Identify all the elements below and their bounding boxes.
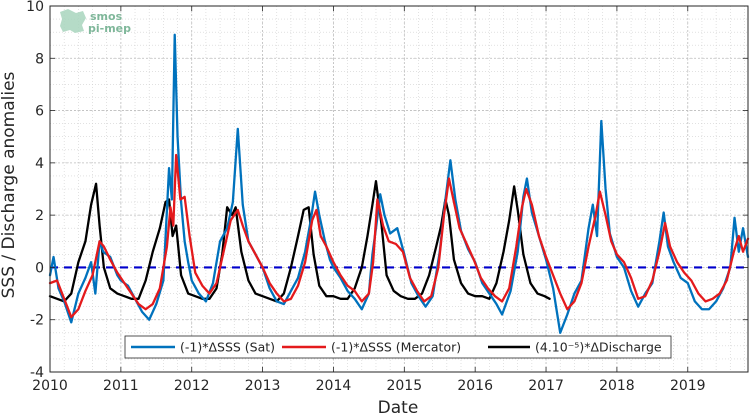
- x-tick-labels: 2010 2011 2012 2013 2014 2015 2016 2017 2018 2019: [32, 378, 705, 394]
- plot-area-frame: [49, 5, 749, 373]
- x-tick-label: 2015: [386, 378, 422, 394]
- legend-label-mercator: (-1)*ΔSSS (Mercator): [331, 340, 461, 355]
- x-axis-title: Date: [378, 398, 419, 415]
- logo-text-line2: pi-mep: [88, 22, 131, 35]
- x-tick-label: 2019: [670, 378, 706, 394]
- legend-box: [124, 335, 672, 359]
- y-tick-label: 10: [26, 0, 44, 15]
- y-tick-labels: -4 -2 0 2 4 6 8 10: [26, 0, 44, 381]
- x-tick-label: 2013: [245, 378, 281, 394]
- x-tick-label: 2016: [457, 378, 493, 394]
- legend-label-sat: (-1)*ΔSSS (Sat): [180, 340, 275, 355]
- axis-ticks: [49, 5, 748, 373]
- x-tick-label: 2011: [103, 378, 139, 394]
- logo-text-line1: smos: [90, 10, 123, 23]
- x-tick-label: 2017: [528, 378, 564, 394]
- y-tick-label: 6: [35, 104, 44, 120]
- x-tick-label: 2010: [32, 378, 68, 394]
- y-tick-label: -4: [30, 365, 44, 381]
- y-tick-label: 2: [35, 208, 44, 224]
- series-group: [48, 33, 750, 334]
- legend: (-1)*ΔSSS (Sat) (-1)*ΔSSS (Mercator) (4.…: [124, 335, 672, 359]
- logo-map-icon: [60, 9, 86, 33]
- legend-label-discharge: (4.10⁻⁵)*ΔDischarge: [535, 340, 662, 355]
- y-tick-label: 0: [35, 260, 44, 276]
- x-tick-label: 2018: [599, 378, 635, 394]
- y-tick-label: -2: [30, 313, 44, 329]
- y-axis-title: SSS / Discharge anomalies: [0, 71, 19, 298]
- smos-pi-mep-logo: smos pi-mep: [60, 9, 131, 35]
- series-line-mercator: [48, 153, 750, 319]
- series-line-sat: [48, 33, 750, 334]
- x-tick-label: 2014: [316, 378, 352, 394]
- y-tick-label: 8: [35, 51, 44, 67]
- y-tick-label: 4: [35, 156, 44, 172]
- x-tick-label: 2012: [174, 378, 210, 394]
